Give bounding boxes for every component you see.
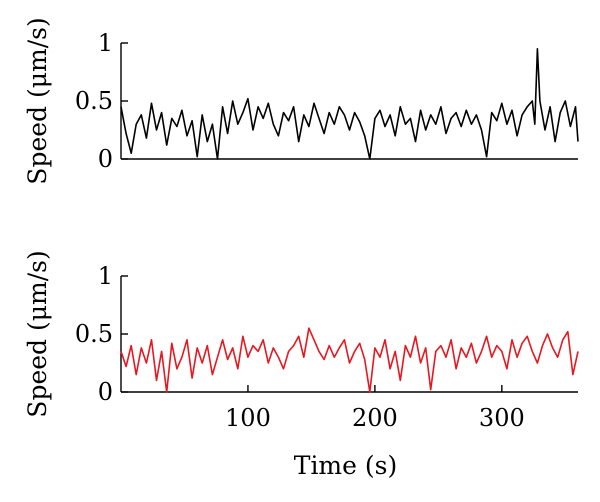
y-tick-label: 0.5 [75,87,113,115]
y-tick-label: 1 [98,262,113,290]
y-tick-label: 0.5 [75,320,113,348]
bottom-speed-chart: 0 0.5 1 100 200 300 Speed (μm/s) Time (s) [23,250,579,480]
x-tick-label: 300 [479,404,525,432]
y-tick-label: 1 [98,29,113,57]
y-axis-label: Speed (μm/s) [23,17,52,184]
speed-series-line [120,327,579,393]
x-tick-label: 200 [352,404,398,432]
top-speed-chart: 0 0.5 1 Speed (μm/s) [23,17,579,185]
x-tick-label: 100 [225,404,271,432]
x-axis-label: Time (s) [294,451,397,480]
y-tick-label: 0 [98,145,113,173]
y-tick-label: 0 [98,378,113,406]
y-axis-label: Speed (μm/s) [23,250,52,417]
speed-series-line [120,47,579,160]
